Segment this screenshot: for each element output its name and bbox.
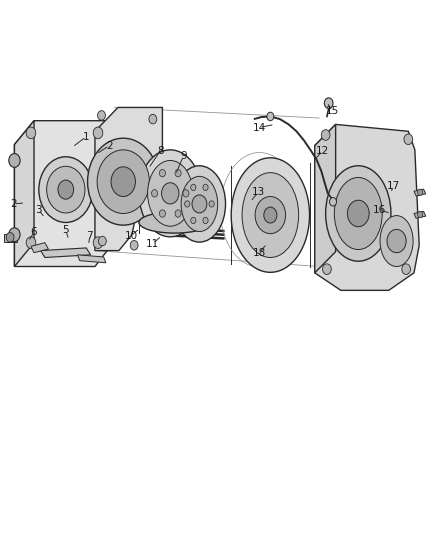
Ellipse shape	[242, 173, 299, 257]
Circle shape	[185, 201, 190, 207]
Text: 3: 3	[35, 205, 42, 215]
Text: 14: 14	[252, 123, 266, 133]
Circle shape	[329, 198, 336, 206]
Text: 16: 16	[373, 205, 386, 215]
Circle shape	[417, 212, 423, 217]
Text: 6: 6	[31, 227, 37, 237]
Polygon shape	[14, 120, 34, 266]
Circle shape	[203, 217, 208, 224]
Ellipse shape	[139, 212, 210, 233]
Circle shape	[26, 237, 36, 248]
Circle shape	[322, 264, 331, 274]
Ellipse shape	[192, 195, 207, 213]
Circle shape	[159, 210, 166, 217]
Text: 15: 15	[325, 106, 339, 116]
Text: 10: 10	[124, 231, 138, 241]
Ellipse shape	[47, 166, 85, 213]
Ellipse shape	[139, 150, 201, 237]
Circle shape	[209, 201, 214, 207]
Ellipse shape	[264, 207, 277, 223]
Ellipse shape	[39, 157, 93, 222]
Ellipse shape	[173, 166, 226, 242]
Text: 18: 18	[252, 248, 266, 259]
Circle shape	[26, 127, 36, 139]
Polygon shape	[414, 212, 426, 218]
Circle shape	[321, 130, 330, 140]
Polygon shape	[315, 124, 419, 290]
Text: 5: 5	[63, 225, 69, 236]
Ellipse shape	[231, 158, 310, 272]
Text: 17: 17	[386, 181, 400, 191]
Circle shape	[267, 112, 274, 120]
Polygon shape	[4, 233, 17, 241]
Circle shape	[191, 184, 196, 191]
Polygon shape	[14, 120, 115, 266]
Circle shape	[149, 114, 157, 124]
Circle shape	[183, 190, 189, 197]
Ellipse shape	[380, 216, 413, 266]
Text: 2: 2	[10, 199, 17, 209]
Circle shape	[175, 210, 181, 217]
Circle shape	[99, 236, 106, 246]
Circle shape	[152, 190, 158, 197]
Polygon shape	[78, 255, 106, 263]
Circle shape	[93, 127, 103, 139]
Ellipse shape	[387, 229, 406, 253]
Circle shape	[9, 154, 20, 167]
Circle shape	[203, 184, 208, 191]
Ellipse shape	[347, 200, 369, 227]
Text: 2: 2	[106, 141, 113, 151]
Text: 1: 1	[83, 132, 89, 142]
Circle shape	[6, 232, 14, 242]
Circle shape	[98, 111, 106, 120]
Text: 9: 9	[180, 151, 187, 161]
Circle shape	[175, 169, 181, 177]
Polygon shape	[41, 248, 91, 257]
Polygon shape	[95, 108, 162, 251]
Circle shape	[130, 240, 138, 250]
Circle shape	[417, 189, 423, 196]
Circle shape	[159, 169, 166, 177]
Circle shape	[9, 228, 20, 241]
Ellipse shape	[58, 180, 74, 199]
Ellipse shape	[325, 166, 391, 261]
Text: 8: 8	[157, 146, 163, 156]
Circle shape	[324, 98, 333, 109]
Polygon shape	[414, 189, 426, 196]
Polygon shape	[315, 124, 336, 273]
Ellipse shape	[97, 150, 149, 214]
Ellipse shape	[148, 160, 193, 226]
Circle shape	[191, 217, 196, 224]
Circle shape	[93, 237, 103, 248]
Ellipse shape	[162, 183, 179, 204]
Ellipse shape	[88, 138, 159, 225]
Text: 13: 13	[251, 187, 265, 197]
Circle shape	[404, 134, 413, 144]
Ellipse shape	[111, 167, 135, 197]
Ellipse shape	[255, 197, 286, 233]
Text: 11: 11	[146, 239, 159, 249]
Ellipse shape	[181, 176, 218, 231]
Polygon shape	[31, 243, 48, 253]
Text: 12: 12	[316, 146, 329, 156]
Circle shape	[402, 264, 410, 274]
Ellipse shape	[334, 177, 382, 249]
Text: 7: 7	[86, 231, 93, 241]
